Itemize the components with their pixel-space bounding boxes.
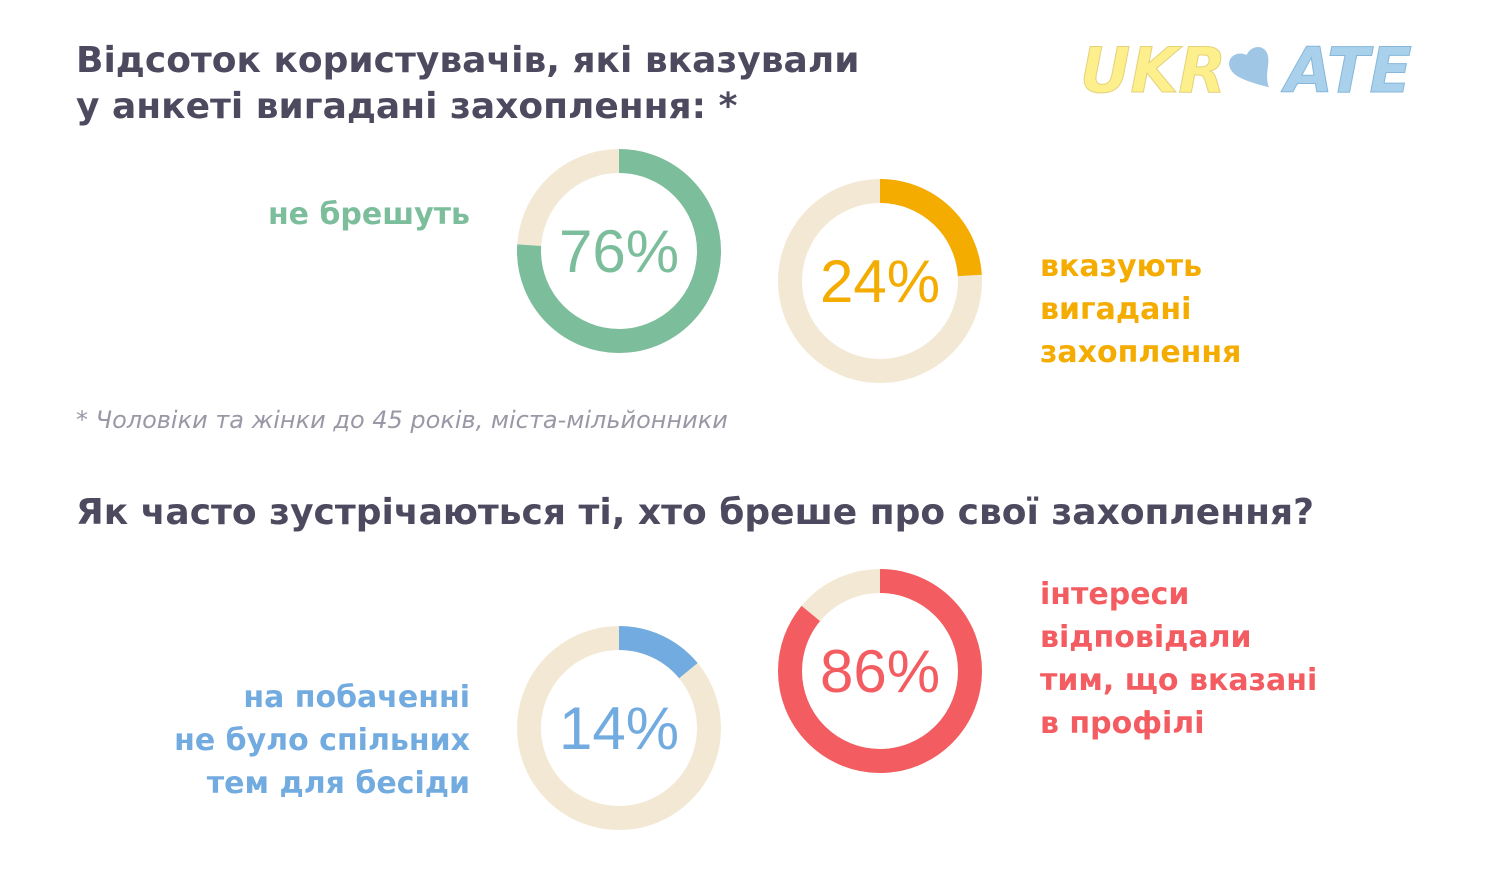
- percent-label-red: 86%: [820, 638, 940, 705]
- label-interests-matched: інтереси відповідали тим, що вказані в п…: [1040, 577, 1318, 741]
- logo-text-left: UKR: [1080, 34, 1226, 107]
- label-not-lying: не брешуть: [267, 197, 470, 232]
- footnote: * Чоловіки та жінки до 45 років, міста-м…: [76, 406, 728, 434]
- donut-not-lying: 76%: [517, 149, 721, 353]
- ukrdate-logo: UKR ATE: [1080, 34, 1412, 108]
- donut-segment-blue: [517, 626, 721, 830]
- donut-segment-green: [517, 149, 721, 353]
- label-fake-hobbies: вказують вигадані захоплення: [1040, 249, 1242, 370]
- donut-segment-red: [778, 569, 982, 773]
- logo-text-right: ATE: [1280, 34, 1412, 107]
- donut-no-common-topics: 14%: [517, 626, 721, 830]
- percent-label-blue: 14%: [559, 695, 679, 762]
- title-hobbies-fake: Відсоток користувачів, які вказували у а…: [76, 40, 860, 127]
- label-no-common-topics: на побаченні не було спільних тем для бе…: [174, 680, 470, 801]
- donut-segment-orange: [778, 179, 982, 383]
- heart-icon: [1229, 46, 1269, 88]
- percent-label-green: 76%: [559, 218, 679, 285]
- donut-fake-hobbies: 24%: [778, 179, 982, 383]
- title-how-often: Як часто зустрічаються ті, хто бреше про…: [76, 492, 1314, 533]
- donut-interests-matched: 86%: [778, 569, 982, 773]
- percent-label-orange: 24%: [820, 248, 940, 315]
